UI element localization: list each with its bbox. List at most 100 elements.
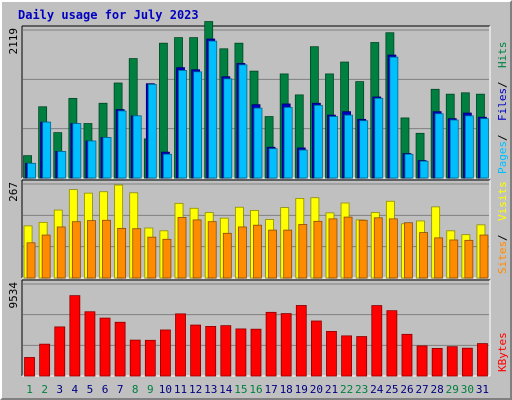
bar-pages-day-29 (449, 119, 459, 179)
bar-kbytes-day-31 (477, 343, 488, 377)
bar-pages-day-21 (329, 116, 338, 179)
bar-kbytes-day-16 (250, 328, 262, 377)
bar-pages-day-15 (238, 64, 248, 179)
bar-kbytes-day-7 (114, 321, 126, 377)
bar-sites-day-17 (268, 229, 277, 279)
bar-sites-day-21 (328, 218, 338, 279)
day-label-1: 1 (26, 383, 33, 396)
bar-sites-day-19 (298, 224, 308, 279)
bar-pages-day-18 (283, 107, 293, 179)
day-label-31: 31 (476, 383, 489, 396)
bar-kbytes-day-15 (235, 328, 247, 377)
bar-pages-day-9 (147, 84, 157, 179)
day-label-10: 10 (159, 383, 172, 396)
bar-sites-day-22 (343, 216, 353, 279)
day-label-22: 22 (340, 383, 353, 396)
bar-kbytes-day-11 (175, 313, 186, 377)
day-label-13: 13 (204, 383, 217, 396)
bar-pages-day-23 (359, 120, 369, 179)
day-label-17: 17 (264, 383, 277, 396)
panel-kbytes-max-label: 9534 (7, 282, 20, 309)
legend-hits: Hits (496, 42, 509, 69)
day-label-27: 27 (415, 383, 428, 396)
day-label-11: 11 (174, 383, 187, 396)
bar-kbytes-day-23 (356, 336, 368, 377)
legend-separator: / (496, 81, 509, 88)
bar-kbytes-day-17 (265, 311, 277, 377)
day-label-25: 25 (385, 383, 398, 396)
day-label-19: 19 (295, 383, 308, 396)
bar-kbytes-day-18 (280, 313, 292, 377)
bar-sites-day-23 (358, 219, 368, 279)
day-label-14: 14 (219, 383, 233, 396)
bar-sites-day-16 (253, 224, 262, 279)
bar-sites-day-13 (207, 221, 217, 279)
bar-kbytes-day-2 (39, 343, 51, 377)
bar-pages-day-31 (480, 118, 489, 179)
legend-files: Files (496, 88, 509, 121)
day-label-28: 28 (431, 383, 444, 396)
bar-kbytes-day-12 (190, 324, 202, 377)
day-label-8: 8 (132, 383, 139, 396)
legend-separator: / (496, 234, 509, 241)
bar-sites-day-6 (102, 219, 111, 279)
day-label-29: 29 (446, 383, 459, 396)
bar-pages-day-2 (42, 121, 52, 179)
bar-sites-day-12 (192, 219, 202, 279)
bar-kbytes-day-30 (461, 347, 473, 377)
bar-pages-day-17 (268, 148, 278, 179)
bar-pages-day-5 (87, 140, 97, 179)
day-label-4: 4 (72, 383, 79, 396)
bar-kbytes-day-27 (416, 345, 428, 377)
bar-pages-day-20 (313, 104, 323, 179)
bar-pages-day-4 (72, 123, 82, 179)
bar-sites-day-25 (388, 218, 398, 279)
day-label-21: 21 (325, 383, 338, 396)
bar-kbytes-day-10 (160, 329, 171, 377)
bar-kbytes-day-19 (295, 305, 307, 377)
day-label-30: 30 (461, 383, 474, 396)
bar-kbytes-day-26 (401, 333, 413, 377)
bar-pages-day-6 (102, 137, 112, 179)
bar-sites-day-4 (71, 221, 81, 279)
bar-sites-day-9 (147, 236, 157, 279)
bar-kbytes-day-8 (129, 339, 141, 377)
day-label-12: 12 (189, 383, 202, 396)
day-label-20: 20 (310, 383, 323, 396)
bar-sites-day-31 (479, 234, 489, 279)
bar-sites-day-24 (373, 217, 383, 279)
bar-pages-day-11 (178, 70, 187, 179)
day-label-15: 15 (234, 383, 247, 396)
bar-pages-day-13 (208, 40, 218, 179)
panel-hits-max-label: 2119 (7, 28, 20, 55)
bar-kbytes-day-9 (144, 339, 156, 377)
bar-sites-day-10 (162, 238, 172, 279)
bar-pages-day-24 (374, 97, 384, 179)
bar-sites-day-1 (26, 242, 36, 279)
bar-kbytes-day-28 (431, 348, 443, 377)
day-label-16: 16 (249, 383, 262, 396)
day-label-6: 6 (102, 383, 109, 396)
bar-pages-day-25 (389, 56, 399, 179)
bar-sites-day-30 (464, 239, 474, 279)
bar-sites-day-11 (177, 217, 187, 279)
day-label-18: 18 (280, 383, 293, 396)
bar-pages-day-27 (419, 160, 429, 179)
bar-kbytes-day-22 (341, 335, 352, 377)
bar-kbytes-day-3 (54, 326, 66, 377)
bar-pages-day-12 (193, 71, 203, 179)
bar-pages-day-16 (253, 107, 263, 179)
bar-sites-day-7 (117, 227, 127, 279)
bar-pages-day-3 (57, 151, 67, 179)
bar-sites-day-15 (238, 226, 247, 279)
legend-sites: Sites (496, 241, 509, 274)
day-label-9: 9 (147, 383, 154, 396)
legend-kbytes: KBytes (496, 332, 509, 372)
bar-kbytes-day-5 (84, 311, 96, 377)
day-label-5: 5 (87, 383, 94, 396)
bar-kbytes-day-20 (310, 320, 322, 377)
legend-pages: Pages (496, 141, 509, 174)
day-label-2: 2 (41, 383, 48, 396)
panel-visits-max-label: 267 (7, 182, 20, 202)
